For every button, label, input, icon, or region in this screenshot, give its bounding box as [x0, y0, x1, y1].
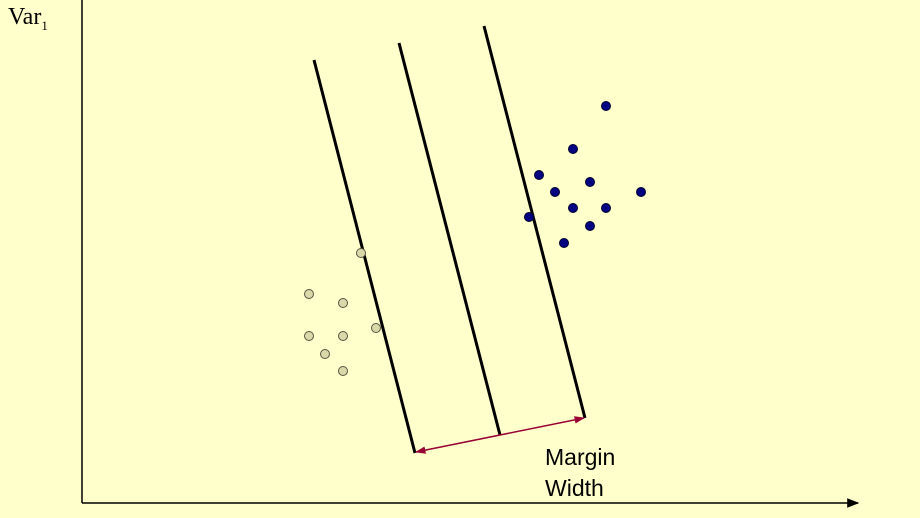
class-a-point	[534, 170, 544, 180]
class-a-point	[550, 187, 560, 197]
margin-boundary-right	[482, 25, 587, 419]
class-a-point	[524, 212, 534, 222]
y-axis-label-name: Var	[8, 4, 42, 30]
class-a-point	[568, 144, 578, 154]
class-b-points	[304, 248, 381, 376]
class-b-point	[338, 298, 348, 308]
class-a-point	[559, 238, 569, 248]
class-a-point	[568, 203, 578, 213]
class-b-point	[356, 248, 366, 258]
class-b-point	[371, 323, 381, 333]
y-axis-label-subscript: 1	[41, 17, 48, 33]
class-b-point	[338, 366, 348, 376]
class-a-point	[601, 101, 611, 111]
class-b-point	[320, 349, 330, 359]
margin-width-arrow	[414, 416, 586, 454]
class-a-points	[524, 101, 646, 248]
class-b-point	[304, 331, 314, 341]
decision-boundary	[397, 42, 502, 436]
class-a-point	[601, 203, 611, 213]
class-a-point	[585, 221, 595, 231]
y-axis-label: Var1	[8, 4, 48, 34]
class-b-point	[304, 289, 314, 299]
class-a-point	[636, 187, 646, 197]
margin-label-line1: Margin	[545, 444, 616, 470]
class-b-point	[338, 331, 348, 341]
class-a-point	[585, 177, 595, 187]
margin-width-label: Margin Width	[545, 442, 615, 504]
margin-label-line2: Width	[545, 475, 604, 501]
